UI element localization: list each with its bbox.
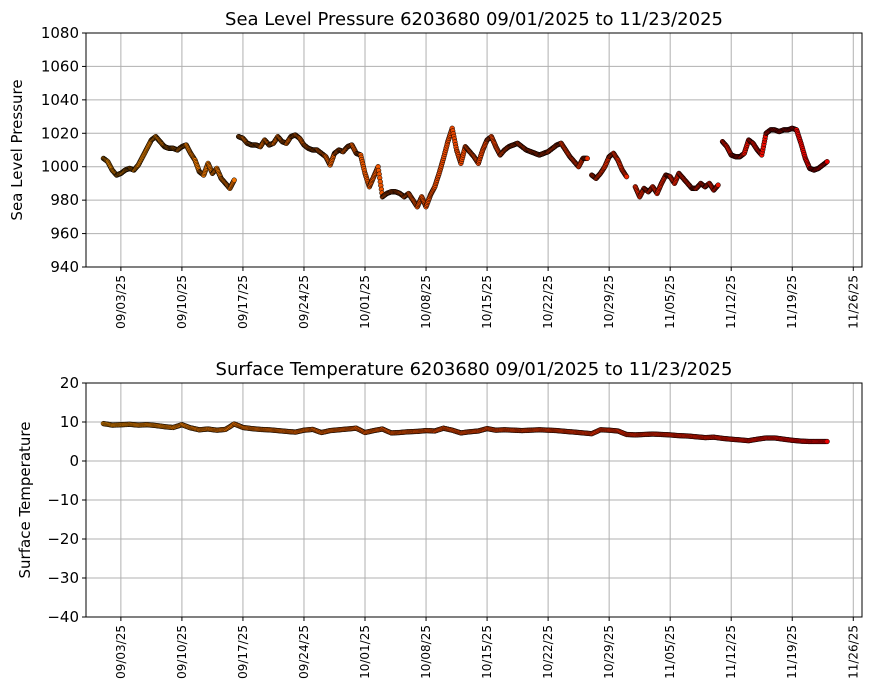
x-tick-label: 11/26/25 — [846, 275, 860, 329]
temperature-ticks: 09/03/25 09/10/25 09/17/25 09/24/25 10/01/25… — [47, 374, 860, 679]
x-tick-label: 11/12/25 — [724, 275, 738, 329]
x-tick-label: 11/05/25 — [663, 275, 677, 329]
y-tick-label: 0 — [69, 452, 79, 470]
x-tick-label: 09/17/25 — [236, 275, 250, 329]
x-tick-label: 10/08/25 — [419, 275, 433, 329]
pressure-ticks: 09/03/25 09/10/25 09/17/25 09/24/25 10/01/25… — [41, 24, 860, 329]
temperature-chart-title: Surface Temperature 6203680 09/01/2025 t… — [216, 359, 733, 380]
temperature-points — [100, 420, 830, 445]
x-tick-label: 09/03/25 — [114, 275, 128, 329]
x-tick-label: 11/19/25 — [785, 275, 799, 329]
y-tick-label: −20 — [47, 530, 79, 548]
pressure-y-axis-label: Sea Level Pressure — [8, 79, 26, 220]
data-point — [715, 182, 721, 188]
x-tick-label: 09/10/25 — [175, 625, 189, 679]
temperature-panel: 09/03/25 09/10/25 09/17/25 09/24/25 10/01/25… — [16, 359, 863, 679]
x-tick-label: 09/10/25 — [175, 275, 189, 329]
y-tick-label: 10 — [60, 413, 79, 431]
y-tick-label: −30 — [47, 569, 79, 587]
x-tick-label: 10/29/25 — [602, 275, 616, 329]
pressure-points — [100, 125, 830, 210]
data-point — [824, 159, 830, 165]
x-tick-label: 09/17/25 — [236, 625, 250, 679]
pressure-plot-frame — [85, 32, 863, 268]
x-tick-label: 11/12/25 — [724, 625, 738, 679]
y-tick-label: 1040 — [41, 91, 79, 109]
x-tick-label: 10/15/25 — [480, 275, 494, 329]
y-tick-label: −10 — [47, 491, 79, 509]
x-tick-label: 10/15/25 — [480, 625, 494, 679]
y-tick-label: 20 — [60, 374, 79, 392]
data-point — [824, 438, 830, 445]
data-point — [623, 174, 630, 180]
y-tick-label: 980 — [50, 191, 79, 209]
y-tick-label: 1000 — [41, 158, 79, 176]
y-tick-label: 1060 — [41, 57, 79, 75]
pressure-panel: 09/03/25 09/10/25 09/17/25 09/24/25 10/01/25… — [8, 9, 863, 329]
x-tick-label: 10/01/25 — [358, 275, 372, 329]
temperature-grid — [86, 382, 862, 618]
y-tick-label: −40 — [47, 608, 79, 626]
y-tick-label: 1020 — [41, 124, 79, 142]
x-tick-label: 09/03/25 — [114, 625, 128, 679]
x-tick-label: 11/19/25 — [785, 625, 799, 679]
x-tick-label: 09/24/25 — [297, 275, 311, 329]
x-tick-label: 10/01/25 — [358, 625, 372, 679]
x-tick-label: 10/29/25 — [602, 625, 616, 679]
y-tick-label: 1080 — [41, 24, 79, 42]
pressure-chart-title: Sea Level Pressure 6203680 09/01/2025 to… — [225, 9, 723, 30]
y-tick-label: 960 — [50, 225, 79, 243]
y-tick-label: 940 — [50, 258, 79, 276]
data-point — [231, 177, 237, 183]
x-tick-label: 10/08/25 — [419, 625, 433, 679]
data-point — [584, 155, 590, 162]
x-tick-label: 10/22/25 — [541, 625, 555, 679]
x-tick-label: 11/26/25 — [846, 625, 860, 679]
x-tick-label: 11/05/25 — [663, 625, 677, 679]
temperature-y-axis-label: Surface Temperature — [16, 422, 34, 579]
x-tick-label: 10/22/25 — [541, 275, 555, 329]
x-tick-label: 09/24/25 — [297, 625, 311, 679]
